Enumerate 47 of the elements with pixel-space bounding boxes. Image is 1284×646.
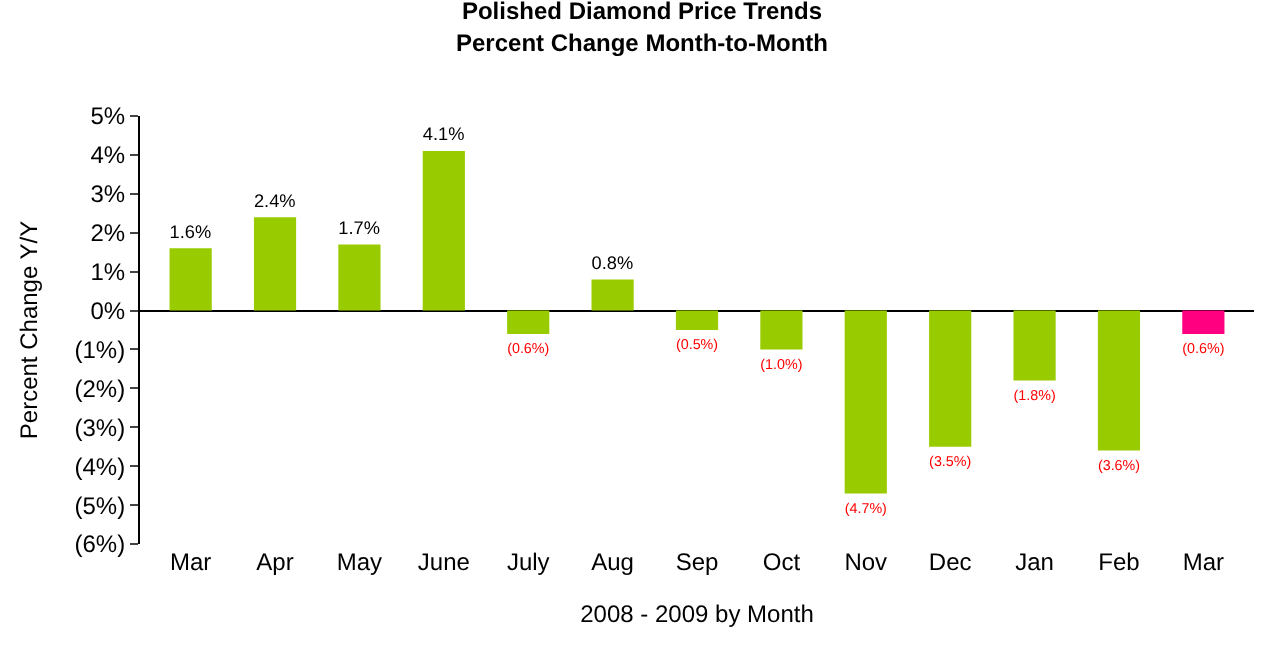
x-tick-label: Dec: [928, 548, 972, 576]
bar: [675, 310, 719, 330]
y-tick-label: 2%: [90, 219, 126, 248]
x-tick-label: Aug: [591, 548, 634, 576]
data-label: 1.7%: [338, 217, 380, 238]
x-tick-label: Apr: [256, 548, 294, 576]
y-tick-label: (5%): [74, 491, 126, 520]
y-tick-label: 3%: [90, 180, 126, 209]
chart-title: Polished Diamond Price Trends: [461, 0, 823, 26]
x-tick-label: Jan: [1015, 548, 1054, 576]
bar: [844, 310, 887, 494]
data-label: 1.6%: [169, 221, 212, 242]
x-tick-label: Oct: [762, 548, 802, 576]
bar: [591, 279, 634, 311]
y-tick-label: (3%): [74, 413, 126, 442]
x-tick-label: Mar: [1182, 548, 1225, 576]
chart-subtitle: Percent Change Month-to-Month: [456, 28, 828, 57]
x-tick-label: Feb: [1098, 548, 1141, 576]
y-tick-label: (6%): [74, 530, 126, 559]
bar: [253, 217, 297, 311]
bar: [760, 310, 803, 350]
x-tick-label: Mar: [169, 548, 212, 576]
x-axis-title: 2008 - 2009 by Month: [580, 599, 814, 628]
x-tick-label: July: [506, 548, 550, 576]
y-tick-label: (2%): [74, 374, 126, 403]
x-tick-label: June: [417, 548, 471, 576]
y-tick-label: 0%: [90, 296, 126, 325]
data-label: 4.1%: [422, 124, 465, 145]
bar: [507, 310, 550, 334]
y-tick-label: 1%: [90, 258, 126, 287]
bar: [929, 310, 972, 447]
data-label: 0.8%: [591, 252, 634, 273]
bar: [1013, 310, 1056, 381]
y-axis-title: Percent Change Y/Y: [15, 220, 44, 440]
data-label: 2.4%: [253, 190, 296, 211]
y-tick-label: (4%): [74, 452, 126, 481]
y-tick-label: (1%): [74, 335, 126, 364]
bar: [1097, 310, 1141, 451]
x-tick-label: Sep: [675, 548, 719, 576]
x-tick-label: Nov: [844, 548, 888, 576]
bar: [169, 248, 212, 311]
y-tick-label: 4%: [90, 141, 126, 170]
bar: [1182, 310, 1225, 334]
bar: [338, 244, 381, 311]
y-tick-label: 5%: [90, 102, 126, 131]
bar: [422, 151, 465, 311]
x-tick-label: May: [336, 548, 383, 576]
